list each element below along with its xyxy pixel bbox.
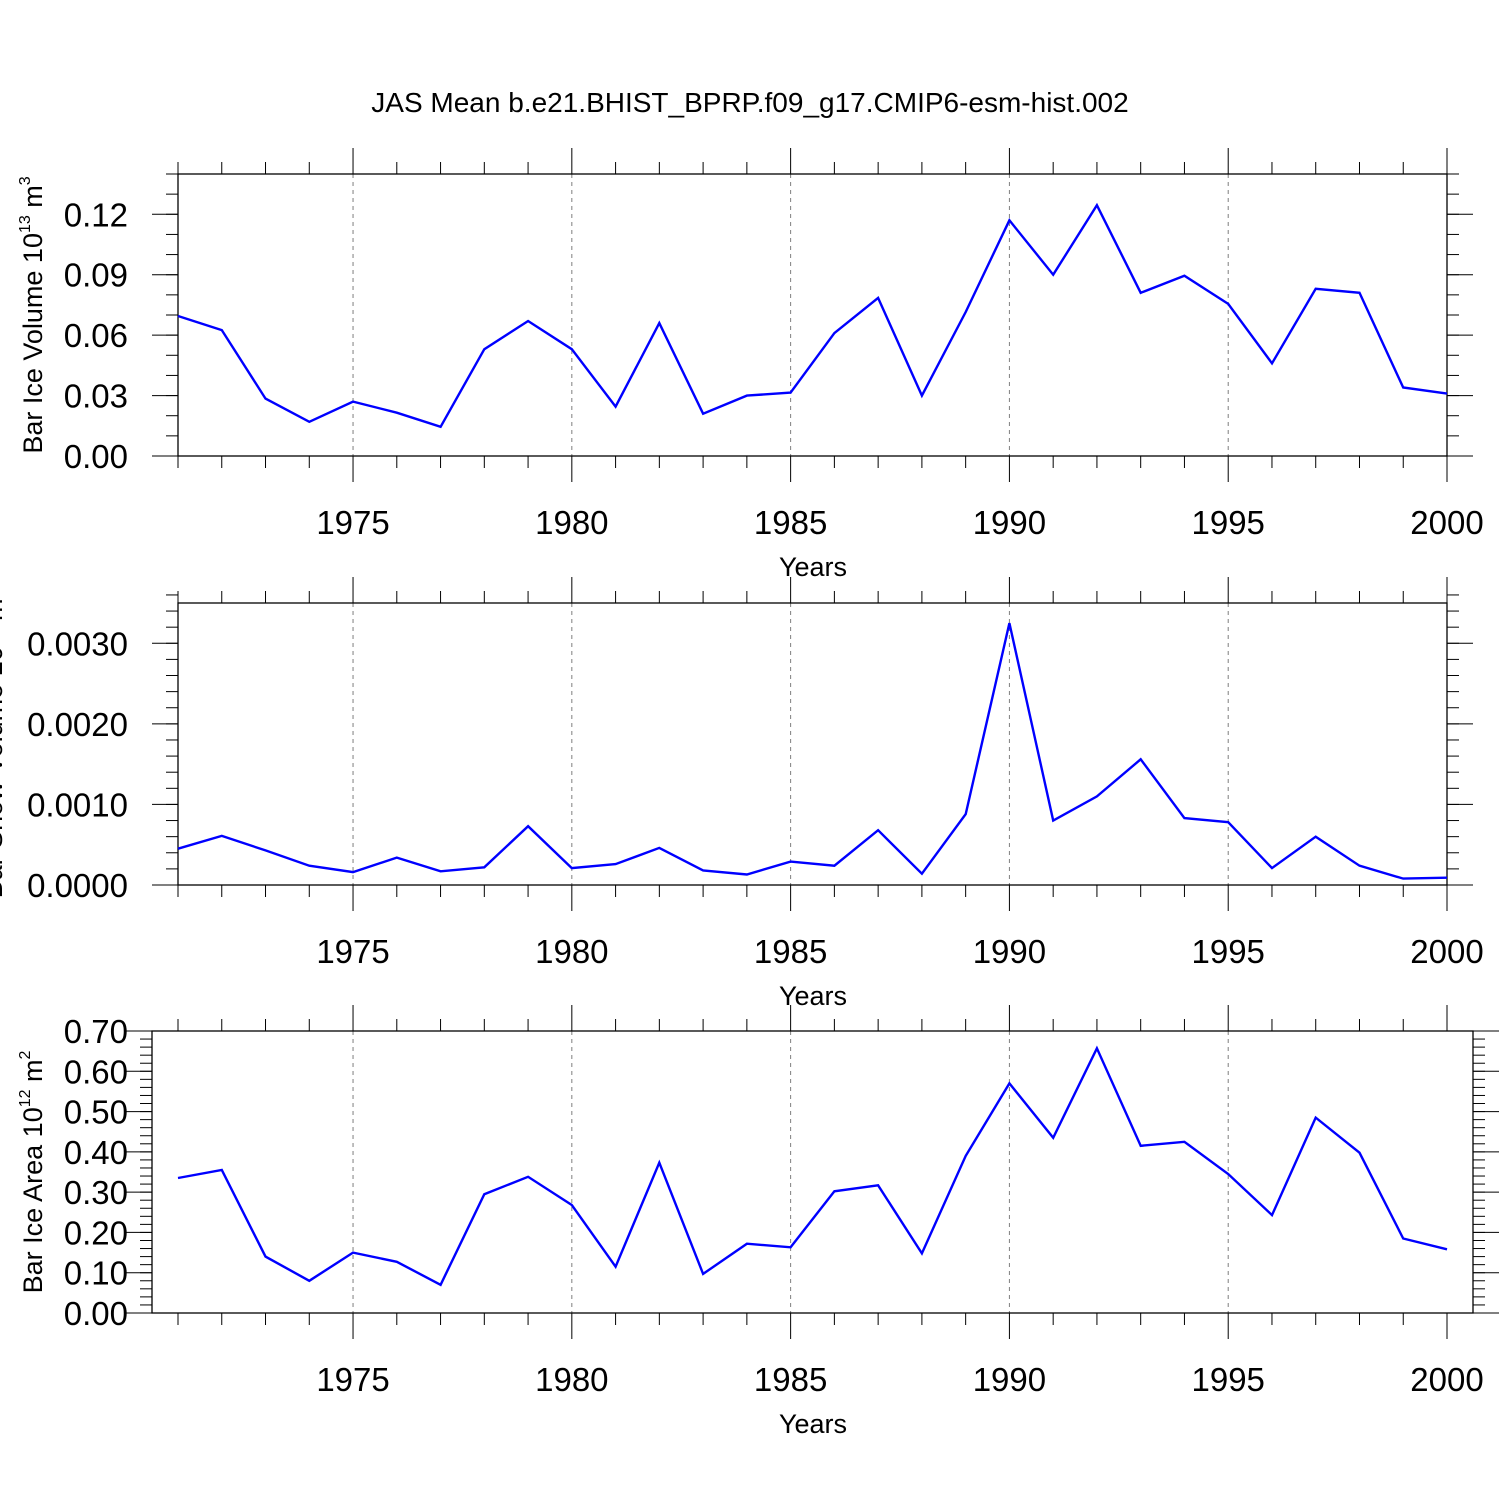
y-tick-label: 0.0000	[27, 867, 128, 904]
y-tick-label: 0.60	[64, 1053, 128, 1090]
plot-frame	[177, 602, 1448, 886]
y-axis-label-text: m	[18, 1059, 48, 1089]
y-axis-label-text: m	[0, 598, 8, 628]
x-tick-label: 1985	[754, 1361, 827, 1398]
x-tick-label: 2000	[1410, 1361, 1483, 1398]
x-tick-label: 1985	[754, 933, 827, 970]
x-tick-label: 1980	[535, 933, 608, 970]
series-line-snow-volume	[177, 622, 1448, 880]
figure-title: JAS Mean b.e21.BHIST_BPRP.f09_g17.CMIP6-…	[371, 87, 1128, 118]
y-tick-label: 0.70	[64, 1013, 128, 1050]
y-axis-label-text: Bar Snow Volume 10	[0, 646, 8, 898]
y-tick-label: 0.30	[64, 1174, 128, 1211]
y-axis-label-superscript: 13	[17, 215, 34, 233]
y-tick-label: 0.00	[64, 1295, 128, 1332]
x-tick-label: 1990	[973, 1361, 1046, 1398]
y-tick-label: 0.03	[64, 378, 128, 415]
y-tick-label: 0.0010	[27, 786, 128, 823]
series-line-ice-area	[177, 1045, 1448, 1287]
series-line-ice-volume	[177, 202, 1448, 429]
y-tick-label: 0.00	[64, 438, 128, 475]
x-axis-label: Years	[779, 552, 847, 582]
panel-ice-area: 1975 1980 1985 1990 1995 2000 Years 0.000.10 0.2…	[17, 1005, 1499, 1439]
x-tick-label: 2000	[1410, 504, 1483, 541]
y-axis-label: Bar Snow Volume 1013 m3	[0, 589, 8, 898]
x-tick-label: 1995	[1191, 504, 1264, 541]
x-tick-label: 1985	[754, 504, 827, 541]
y-tick-label: 0.12	[64, 196, 128, 233]
y-axis-label: Bar Ice Volume 1013 m3	[17, 176, 48, 453]
y-tick-label: 0.0030	[27, 625, 128, 662]
x-tick-label: 1995	[1191, 1361, 1264, 1398]
x-axis-label: Years	[779, 1409, 847, 1439]
y-axis-label-superscript: 12	[17, 1089, 34, 1107]
x-tick-label: 1975	[316, 1361, 389, 1398]
x-tick-label: 1980	[535, 1361, 608, 1398]
x-tick-label: 1990	[973, 504, 1046, 541]
y-tick-label: 0.20	[64, 1214, 128, 1251]
x-tick-label: 1995	[1191, 933, 1264, 970]
plot-frame	[151, 1030, 1474, 1314]
y-tick-label: 0.0020	[27, 706, 128, 743]
panel-snow-volume: 1975 1980 1985 1990 1995 2000 Years 0.0000 0.001…	[0, 577, 1484, 1011]
y-axis-label-text: Bar Ice Area 10	[18, 1107, 48, 1293]
y-axis-label-text: m	[18, 185, 48, 215]
y-axis-label-superscript: 3	[17, 176, 34, 185]
y-tick-label: 0.40	[64, 1134, 128, 1171]
x-tick-label: 1975	[316, 504, 389, 541]
x-tick-label: 1980	[535, 504, 608, 541]
y-axis-label: Bar Ice Area 1012 m2	[17, 1050, 48, 1293]
y-axis-label-superscript: 2	[17, 1050, 34, 1059]
x-tick-label: 2000	[1410, 933, 1483, 970]
y-tick-label: 0.06	[64, 317, 128, 354]
x-tick-label: 1975	[316, 933, 389, 970]
x-axis-label: Years	[779, 981, 847, 1011]
panels: 1975 1980 1985 1990 1995 2000 Years 0.00 0.03 0.0…	[0, 148, 1499, 1439]
panel-ice-volume: 1975 1980 1985 1990 1995 2000 Years 0.00 0.03 0.0…	[17, 148, 1484, 582]
y-axis-label-text: Bar Ice Volume 10	[18, 233, 48, 454]
x-tick-label: 1990	[973, 933, 1046, 970]
y-tick-label: 0.50	[64, 1094, 128, 1131]
y-tick-label: 0.10	[64, 1255, 128, 1292]
plot-frame	[177, 173, 1448, 457]
y-tick-label: 0.09	[64, 257, 128, 294]
